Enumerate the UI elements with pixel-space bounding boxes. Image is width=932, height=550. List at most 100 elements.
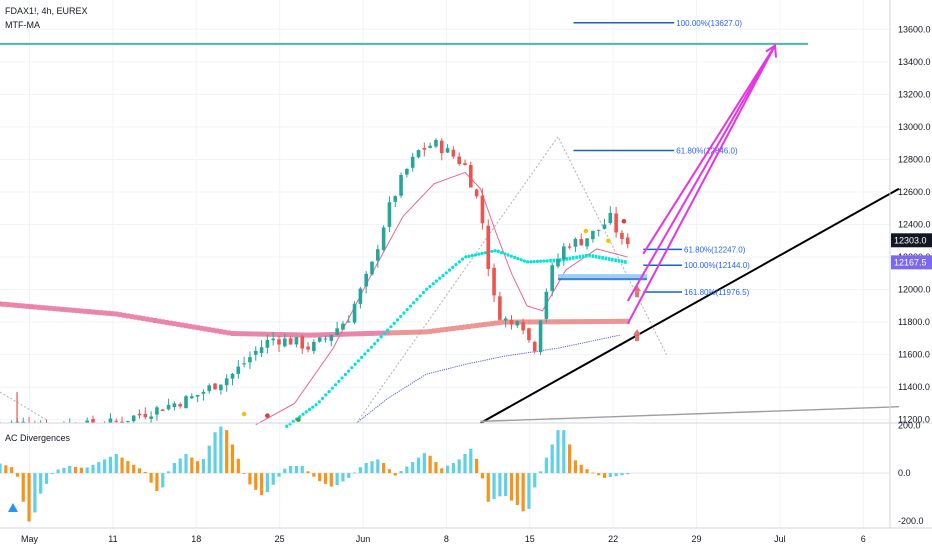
osc-bar	[56, 469, 60, 474]
ma-fast-dot	[467, 254, 471, 258]
ma-slow-mark	[114, 311, 119, 317]
ma-slow-mark	[215, 328, 219, 334]
ma-slow-mark	[424, 329, 429, 335]
signal-dot	[583, 228, 589, 234]
candle-body	[625, 237, 630, 245]
ma-slow-mark	[339, 331, 343, 337]
ma-slow-mark	[87, 309, 92, 315]
ma-slow-mark	[265, 331, 270, 337]
candle-body	[428, 145, 432, 148]
candle-body	[521, 322, 525, 331]
candle-body	[358, 288, 363, 304]
projection-arrow-line	[626, 45, 776, 302]
fib-level-label: 100.00%(12144.0)	[684, 261, 750, 270]
candle-body	[120, 421, 124, 423]
ma-fast-dot	[522, 259, 526, 263]
osc-bar	[469, 448, 473, 474]
candle-body	[224, 378, 229, 386]
osc-bar	[387, 469, 392, 474]
osc-bar	[614, 473, 618, 477]
osc-bar	[283, 468, 287, 474]
x-tick-label: 15	[525, 534, 535, 544]
candle-body	[503, 318, 508, 321]
osc-bar	[504, 473, 508, 497]
candle-body	[271, 338, 275, 341]
osc-bar	[277, 473, 281, 477]
ma-slow-mark	[218, 329, 223, 335]
x-tick-label: Jun	[356, 534, 371, 544]
candle-body	[184, 396, 188, 409]
ma-fast-dot	[428, 284, 432, 289]
candle-body	[317, 337, 322, 342]
ma-slow-mark	[187, 323, 192, 329]
osc-bar	[178, 458, 182, 474]
ma-slow-mark	[257, 331, 262, 337]
ma-slow-mark	[199, 325, 204, 331]
up-arrow-marker	[633, 329, 642, 336]
candle-body	[457, 156, 461, 164]
y-tick-label: 12400.0	[898, 220, 931, 230]
osc-bar	[370, 461, 374, 474]
ma-value-label: 12167.5	[894, 257, 927, 267]
ma-fast-dot	[327, 390, 331, 394]
osc-bar	[445, 465, 450, 474]
y-tick-label: 13200.0	[898, 89, 931, 99]
ma-fast-dot	[392, 321, 396, 325]
ma-fast-dot	[565, 257, 569, 261]
ma-slow-mark	[470, 323, 475, 329]
osc-bar	[405, 466, 409, 474]
ma-slow-mark	[9, 302, 14, 308]
candle-body	[596, 229, 601, 231]
ma-slow-mark	[91, 309, 95, 315]
projection-arrow-head	[765, 43, 777, 58]
ma-fast-dot	[340, 376, 344, 380]
candle-body	[312, 341, 316, 352]
ma-fast-dot	[464, 255, 468, 259]
y-tick-label: 13400.0	[898, 57, 931, 67]
osc-bar	[85, 467, 89, 474]
ma-slow-mark	[203, 326, 208, 332]
candle-body	[190, 396, 194, 399]
y-tick-label: 11200.0	[898, 415, 930, 425]
ma-slow-mark	[432, 328, 436, 334]
candle-body	[422, 147, 427, 150]
ma-slow-mark	[153, 318, 157, 324]
osc-bar	[4, 465, 8, 474]
osc-bar	[21, 473, 25, 502]
fib-levels: 100.00%(13627.0) 61.80%(12846.0) 61.80%(12…	[573, 19, 750, 297]
ma-fast-dot	[307, 407, 312, 412]
candle-body	[137, 413, 142, 416]
fib-level-label: 61.80%(12247.0)	[684, 245, 746, 254]
osc-bar	[0, 463, 2, 474]
candle-body	[492, 267, 496, 296]
osc-bar	[440, 468, 444, 474]
ma-slow-mark	[311, 332, 316, 338]
ma-fast-dot	[350, 366, 354, 370]
ma-fast-dot	[418, 294, 422, 298]
ma-slow-mark	[129, 314, 134, 320]
osc-bar	[108, 456, 113, 474]
osc-bar	[207, 445, 211, 474]
candle-body	[562, 246, 566, 260]
ma-fast-dot	[444, 271, 448, 275]
ma-slow-mark	[319, 332, 324, 338]
ma-fast-dot	[373, 342, 377, 346]
ma-slow-mark	[52, 306, 57, 312]
osc-bar	[591, 472, 595, 474]
osc-bar	[480, 473, 485, 479]
ma-fast-dot	[421, 290, 426, 295]
ma-slow-mark	[40, 305, 45, 311]
osc-bar	[50, 473, 54, 475]
y-tick-label: 11800.0	[898, 317, 930, 327]
ma-fast-dot	[604, 256, 608, 261]
ma-slow-mark	[0, 301, 2, 307]
ma-fast-dot	[539, 259, 543, 263]
x-tick-label: 25	[275, 534, 285, 544]
candle-body	[463, 163, 467, 165]
osc-bar	[451, 462, 455, 474]
osc-bar	[27, 473, 31, 522]
osc-bar	[225, 430, 229, 474]
candle-body	[393, 196, 398, 202]
